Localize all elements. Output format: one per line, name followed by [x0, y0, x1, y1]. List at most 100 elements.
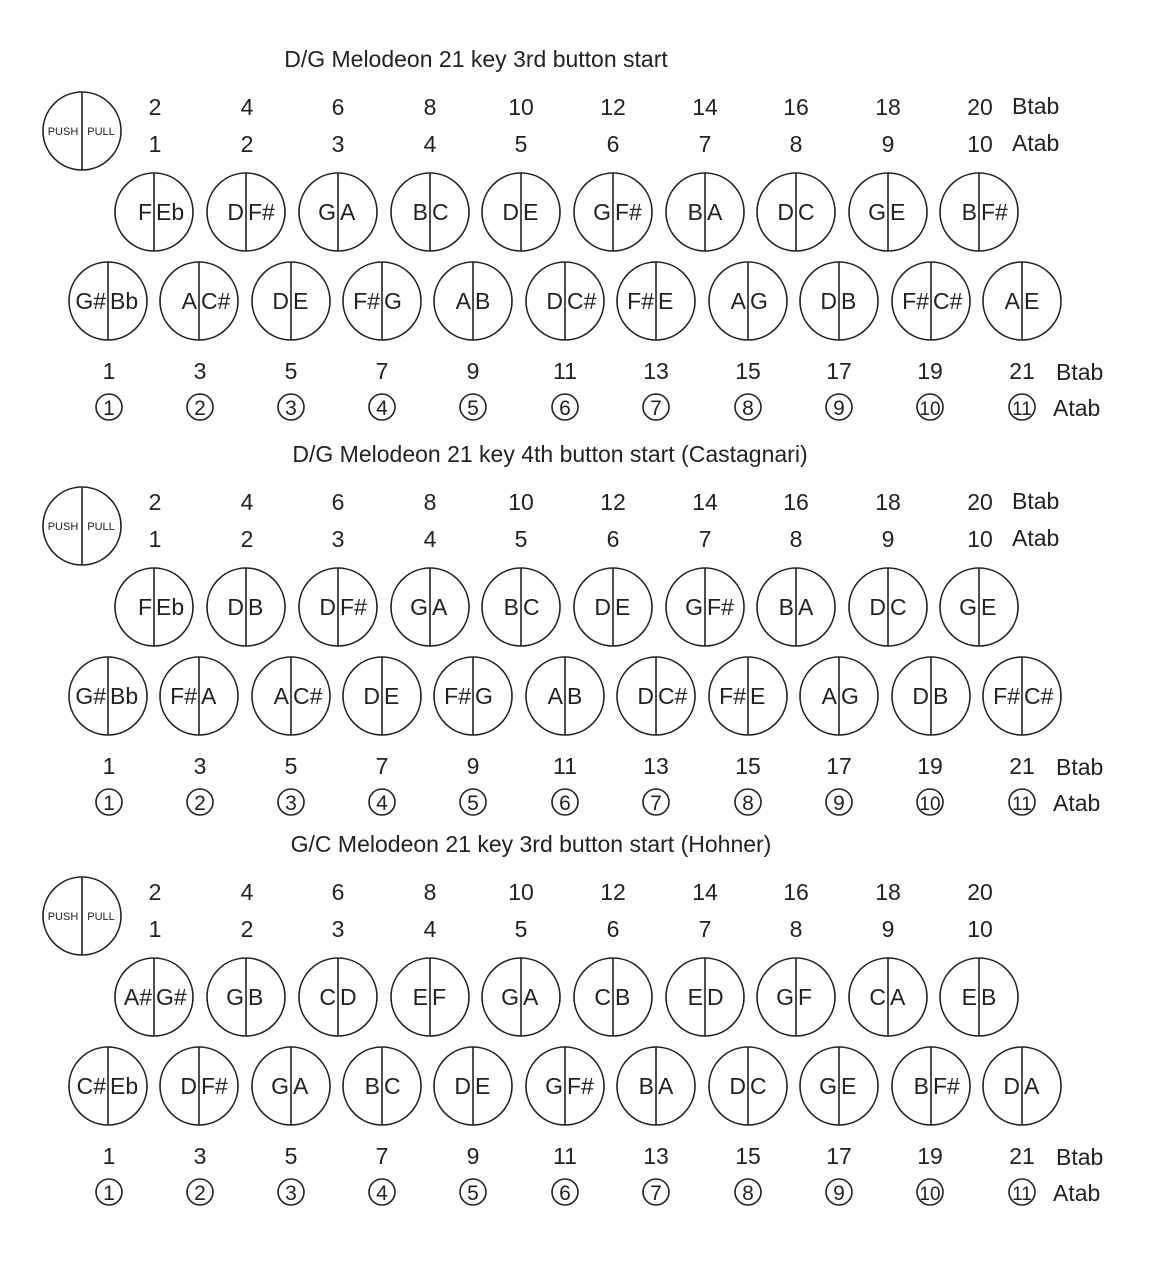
- bottom-atab-number: 7: [650, 1182, 662, 1205]
- top-btab-number: 10: [508, 879, 534, 905]
- number-circle: [642, 788, 670, 816]
- push-note: A: [731, 288, 747, 314]
- bottom-btab-number: 21: [1009, 753, 1035, 779]
- bottom-btab-number: 9: [467, 1143, 480, 1169]
- circled-number: 3: [277, 788, 305, 816]
- circled-number: 9: [825, 1178, 853, 1206]
- circled-number: 7: [642, 1178, 670, 1206]
- number-circle: [186, 1178, 214, 1206]
- bottom-btab-number: 1: [103, 1143, 116, 1169]
- bottom-atab-number: 3: [285, 397, 297, 420]
- legend-push-label: PUSH: [48, 126, 79, 138]
- pull-note: A: [523, 984, 539, 1010]
- circled-number: 3: [277, 1178, 305, 1206]
- circled-number: 6: [551, 393, 579, 421]
- pull-note: A: [201, 683, 217, 709]
- legend-pull-label: PULL: [87, 126, 115, 138]
- number-circle: [459, 393, 487, 421]
- top-btab-number: 6: [332, 879, 345, 905]
- pull-note: Eb: [156, 594, 184, 620]
- inner-row-button: A# G#: [114, 957, 194, 1037]
- top-btab-label: Btab: [1012, 488, 1059, 514]
- bottom-atab-number: 5: [467, 1182, 479, 1205]
- push-note: E: [962, 984, 977, 1010]
- pull-note: C: [750, 1073, 767, 1099]
- top-atab-number: 8: [790, 131, 803, 157]
- number-circle: [642, 393, 670, 421]
- number-circle: [277, 393, 305, 421]
- number-circle: [825, 788, 853, 816]
- pull-note: F#: [201, 1073, 228, 1099]
- number-circle: [277, 1178, 305, 1206]
- number-circle: [734, 788, 762, 816]
- pull-note: F#: [981, 199, 1008, 225]
- circled-number: 9: [825, 788, 853, 816]
- push-note: B: [504, 594, 519, 620]
- bottom-btab-number: 19: [917, 753, 943, 779]
- push-note: G#: [75, 288, 106, 314]
- push-note: G: [593, 199, 611, 225]
- push-note: A: [182, 288, 198, 314]
- number-circle: [551, 393, 579, 421]
- top-atab-number: 5: [515, 131, 528, 157]
- push-note: F: [138, 594, 152, 620]
- bottom-btab-number: 3: [194, 753, 207, 779]
- push-note: D: [227, 594, 244, 620]
- push-note: D: [729, 1073, 746, 1099]
- push-note: F#: [627, 288, 654, 314]
- bottom-btab-number: 11: [553, 1143, 577, 1169]
- pull-note: F: [798, 984, 812, 1010]
- top-atab-number: 4: [424, 131, 437, 157]
- number-circle: [95, 1178, 123, 1206]
- number-circle: [368, 393, 396, 421]
- bottom-atab-number: 10: [919, 399, 940, 420]
- outer-row-button: G F#: [525, 1046, 605, 1126]
- top-btab-label: Btab: [1012, 93, 1059, 119]
- pull-note: C#: [658, 683, 688, 709]
- number-circle: [825, 1178, 853, 1206]
- circled-number: 1: [95, 788, 123, 816]
- pull-note: E: [475, 1073, 490, 1099]
- section-3: G/C Melodeon 21 key 3rd button start (Ho…: [42, 831, 1103, 1206]
- outer-row-button: D F#: [159, 1046, 239, 1126]
- top-btab-number: 14: [692, 489, 718, 515]
- bottom-btab-number: 5: [285, 358, 298, 384]
- pull-note: Eb: [110, 1073, 138, 1099]
- top-atab-number: 10: [967, 916, 993, 942]
- pull-note: G: [750, 288, 768, 314]
- bottom-atab-number: 2: [194, 397, 206, 420]
- bottom-btab-number: 5: [285, 753, 298, 779]
- pull-note: Bb: [110, 288, 138, 314]
- pull-note: C: [384, 1073, 401, 1099]
- pull-note: C#: [201, 288, 231, 314]
- number-circle: [916, 393, 944, 421]
- push-note: D: [546, 288, 563, 314]
- top-atab-number: 7: [699, 526, 712, 552]
- push-note: E: [413, 984, 428, 1010]
- push-note: G: [501, 984, 519, 1010]
- outer-row-button: C# Eb: [68, 1046, 148, 1126]
- legend-push-label: PUSH: [48, 911, 79, 923]
- bottom-btab-number: 13: [643, 358, 669, 384]
- bottom-btab-number: 9: [467, 753, 480, 779]
- number-circle: [642, 1178, 670, 1206]
- legend-pull-label: PULL: [87, 521, 115, 533]
- circled-number: 7: [642, 393, 670, 421]
- number-circle: [551, 1178, 579, 1206]
- bottom-btab-number: 15: [735, 753, 761, 779]
- push-note: B: [688, 199, 703, 225]
- push-note: D: [363, 683, 380, 709]
- push-note: D: [777, 199, 794, 225]
- push-note: C: [594, 984, 611, 1010]
- bottom-atab-number: 10: [919, 794, 940, 815]
